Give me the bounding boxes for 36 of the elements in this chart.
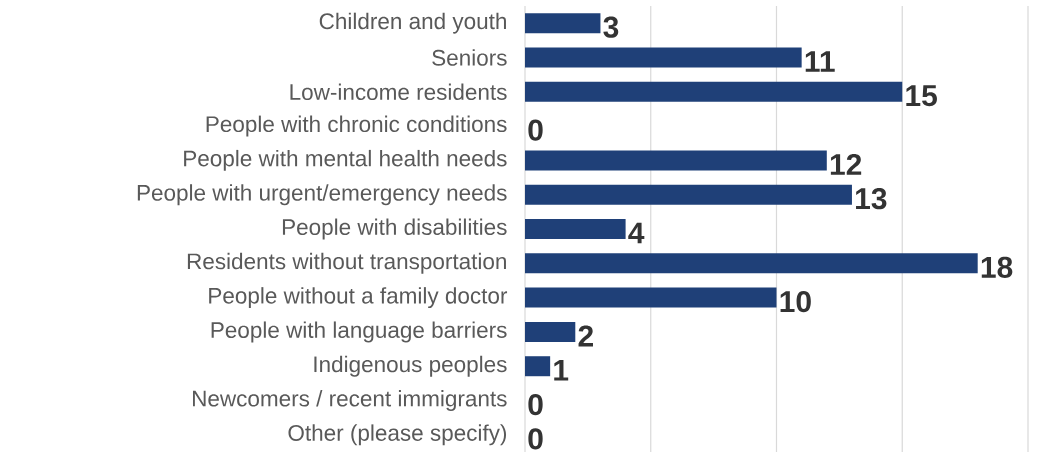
bar	[525, 47, 802, 68]
data-label: 11	[805, 51, 835, 72]
bar	[525, 13, 601, 34]
bar	[525, 356, 551, 377]
y-tick-label: People with chronic conditions	[206, 115, 507, 137]
data-label: 18	[981, 256, 1013, 279]
y-tick-label: People without a family doctor	[209, 287, 508, 309]
bar	[525, 150, 827, 171]
data-label: 1	[554, 359, 569, 381]
data-label: 0	[528, 393, 543, 416]
data-label: 4	[628, 222, 645, 244]
bar	[525, 184, 852, 205]
data-label: 3	[603, 16, 619, 38]
y-tick-label: Newcomers / recent immigrants	[193, 390, 507, 412]
y-tick-label: People with language barriers	[211, 321, 507, 343]
data-label: 2	[578, 325, 593, 347]
y-tick-label: Residents without transportation	[187, 252, 506, 274]
data-label: 13	[856, 188, 887, 210]
y-tick-label: Indigenous peoples	[314, 355, 507, 377]
bar	[525, 219, 626, 240]
y-tick-label: People with mental health needs	[184, 149, 507, 171]
data-label: 10	[780, 291, 811, 313]
bar	[525, 322, 576, 342]
y-tick-label: Other (please specify)	[288, 424, 507, 446]
y-tick-label: Seniors	[432, 49, 507, 66]
y-tick-label: Low-income residents	[290, 83, 507, 101]
y-tick-label: People with disabilities	[282, 218, 507, 240]
y-tick-label: People with urgent/emergency needs	[137, 184, 507, 206]
data-label: 12	[830, 153, 862, 175]
bar	[525, 287, 777, 308]
data-label: 15	[906, 85, 937, 107]
bar	[525, 253, 978, 274]
bar	[525, 81, 903, 102]
y-tick-label: Children and youth	[319, 12, 506, 34]
data-label: 0	[528, 119, 543, 141]
data-label: 0	[528, 428, 543, 450]
